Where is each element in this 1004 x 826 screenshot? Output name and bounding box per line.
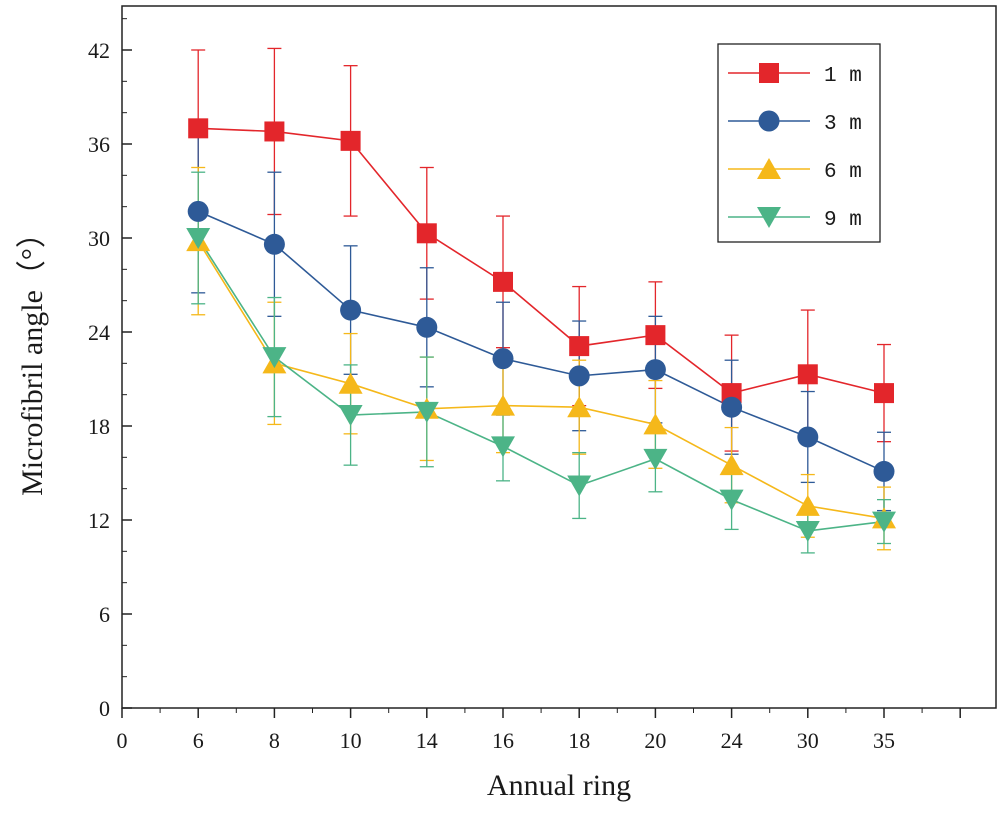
x-tick-label: 30 (797, 728, 819, 753)
data-point-3m (568, 365, 590, 387)
y-tick-label: 18 (88, 414, 110, 439)
x-axis-title: Annual ring (487, 769, 631, 802)
series-lines-layer (197, 127, 885, 532)
data-point-9m (719, 489, 744, 511)
data-point-1m (416, 223, 437, 244)
data-point-3m (797, 426, 819, 448)
data-point-3m (721, 396, 743, 418)
data-point-1m (797, 364, 818, 385)
data-point-1m (874, 383, 894, 404)
y-tick-label: 36 (88, 132, 110, 157)
x-tick-label: 6 (193, 728, 204, 753)
data-point-3m (416, 316, 438, 338)
data-point-9m (262, 347, 287, 369)
y-tick-label: 0 (99, 696, 110, 721)
x-tick-label: 18 (568, 728, 590, 753)
data-point-6m (567, 396, 592, 418)
data-point-6m (719, 454, 744, 476)
y-tick-label: 24 (88, 320, 110, 345)
data-point-9m (414, 401, 439, 423)
series-markers-layer (186, 118, 896, 542)
x-tick-label: 0 (117, 728, 128, 753)
data-point-1m (645, 325, 666, 346)
data-point-1m (188, 118, 209, 139)
x-tick-label: 16 (492, 728, 514, 753)
plot-frame (121, 5, 997, 709)
series-line-9m (197, 237, 885, 532)
legend-marker (757, 158, 781, 179)
legend-marker (757, 207, 781, 228)
data-point-9m (491, 436, 515, 458)
y-tick-label: 30 (88, 226, 110, 251)
x-tick-label: 20 (644, 728, 666, 753)
legend-label: 9 m (824, 209, 862, 232)
y-tick-label: 6 (99, 602, 110, 627)
x-tick-label: 24 (721, 728, 743, 753)
legend-entry: 9 m (728, 207, 862, 232)
legend-marker (759, 63, 779, 83)
legend-entry: 6 m (728, 158, 862, 184)
data-point-1m (340, 130, 361, 151)
y-tick-label: 12 (88, 508, 110, 533)
x-tick-label: 14 (416, 728, 438, 753)
data-point-6m (643, 413, 668, 435)
series-line-1m (198, 127, 885, 394)
series-line-3m (197, 210, 885, 473)
y-tick-label: 42 (88, 38, 110, 63)
data-point-9m (567, 475, 592, 497)
data-point-9m (186, 228, 211, 249)
data-point-3m (340, 299, 362, 321)
y-axis-title: Microfibril angle（°） (16, 218, 49, 496)
data-point-9m (872, 511, 896, 533)
axes-layer: 0 6 12 18 24 30 36 42 0 6 8 10 14 16 18 20 24 30 35 (88, 5, 997, 753)
legend-label: 1 m (824, 65, 862, 88)
x-tick-label: 8 (269, 728, 280, 753)
legend-entry: 1 m (728, 63, 862, 88)
data-point-3m (873, 460, 895, 482)
data-point-3m (644, 359, 666, 381)
data-point-6m (795, 494, 820, 516)
legend-entry: 3 m (728, 110, 862, 136)
data-point-3m (263, 233, 285, 255)
data-point-1m (493, 271, 513, 292)
legend-box (717, 43, 881, 243)
data-point-3m (492, 348, 514, 370)
data-point-1m (264, 121, 285, 142)
legend-label: 6 m (824, 161, 862, 184)
data-point-6m (491, 394, 515, 416)
data-point-6m (338, 372, 363, 394)
x-tick-label: 10 (340, 728, 362, 753)
data-point-9m (795, 520, 820, 542)
data-point-1m (569, 336, 590, 357)
legend-label: 3 m (824, 113, 862, 136)
data-point-3m (187, 200, 209, 222)
legend-marker (758, 110, 780, 132)
legend: 1 m 3 m 6 m 9 m (717, 43, 881, 243)
x-tick-label: 35 (873, 728, 895, 753)
series-line-6m (197, 240, 885, 520)
data-point-9m (338, 405, 363, 427)
data-point-9m (643, 448, 668, 470)
